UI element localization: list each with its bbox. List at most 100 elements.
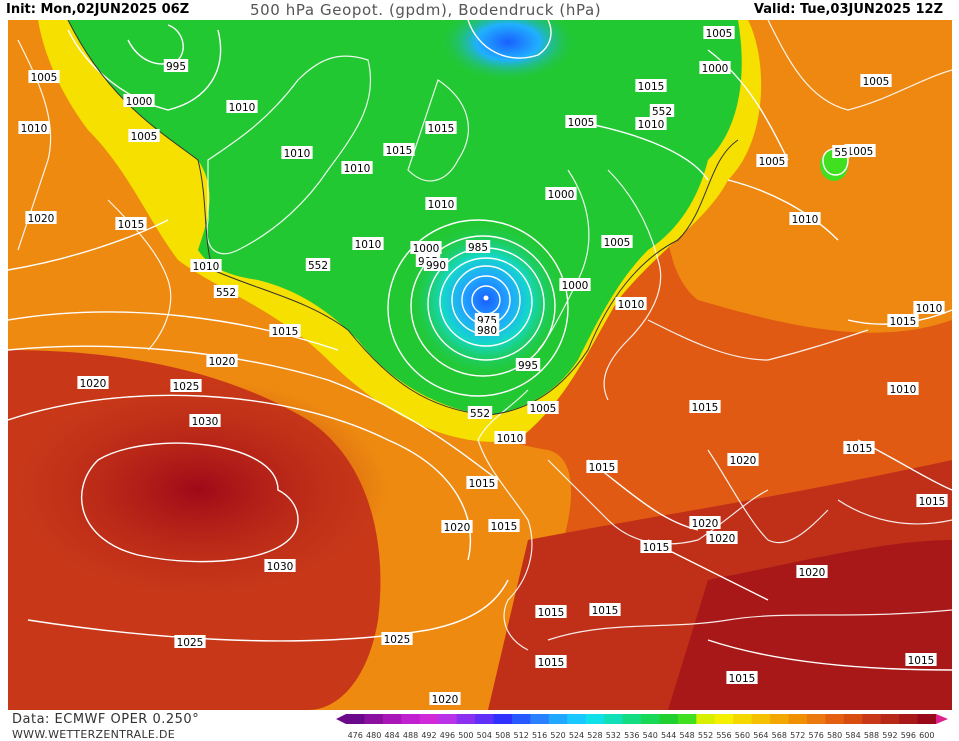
isobar-label: 1015 [469, 478, 496, 490]
isobar-label: 1020 [692, 518, 719, 530]
scale-tick-label: 580 [827, 731, 842, 740]
isobar-label-bg [887, 382, 919, 395]
scale-swatch [733, 714, 753, 724]
scale-tick-label: 540 [643, 731, 658, 740]
isobar-label: 1020 [28, 213, 55, 225]
isobar-label: 1005 [530, 403, 557, 415]
isobar-label: 1000 [562, 280, 589, 292]
scale-tick-label: 500 [458, 731, 473, 740]
contour-552-label-bg [305, 258, 331, 271]
isobar-label-bg [615, 297, 647, 310]
scale-swatch [548, 714, 568, 724]
isobar-label-bg [913, 301, 945, 314]
scale-swatch [622, 714, 642, 724]
scale-swatch [364, 714, 384, 724]
scale-swatch [825, 714, 845, 724]
init-time: Init: Mon,02JUN2025 06Z [6, 2, 190, 17]
scale-tick-label: 584 [845, 731, 860, 740]
scale-tick-label: 560 [735, 731, 750, 740]
scale-swatch [401, 714, 421, 724]
isobar-label-bg [916, 494, 948, 507]
isobar-label-bg [25, 211, 57, 224]
scale-swatch [806, 714, 826, 724]
isobar-label: 1025 [173, 381, 200, 393]
field-arctic-core [438, 20, 578, 82]
scale-swatch [604, 714, 624, 724]
isobar-label: 1015 [919, 496, 946, 508]
isobar-label-bg [423, 258, 449, 271]
scale-swatch [899, 714, 919, 724]
isobar-label-bg [726, 671, 758, 684]
isobar-label-bg [281, 146, 313, 159]
isobar-label-bg [269, 324, 301, 337]
isobar-label-bg [844, 144, 876, 157]
isobar-label-bg [706, 531, 738, 544]
isobar-label-bg [429, 692, 461, 705]
isobar-label: 980 [477, 325, 497, 337]
scale-swatch [438, 714, 458, 724]
isobar-label: 1010 [428, 199, 455, 211]
scale-swatch [493, 714, 513, 724]
scale-tick-label: 520 [550, 731, 565, 740]
isobar-label-bg [905, 653, 937, 666]
scale-swatch [456, 714, 476, 724]
contour-552-label: 552 [216, 287, 236, 299]
isobar-label: 1005 [759, 156, 786, 168]
isobar-label: 1015 [538, 657, 565, 669]
isobar-label-bg [381, 632, 413, 645]
isobar-label-bg [703, 26, 735, 39]
isobar-label: 1015 [272, 326, 299, 338]
isobar-label: 1005 [131, 131, 158, 143]
scale-tick-label: 480 [366, 731, 381, 740]
scale-tick-label: 528 [587, 731, 602, 740]
isobar-label-bg [689, 400, 721, 413]
scale-swatch [770, 714, 789, 724]
contour-552-label: 552 [308, 260, 328, 272]
isobar-label-bg [123, 94, 155, 107]
isobar-label-bg [589, 603, 621, 616]
isobar-label: 995 [166, 61, 186, 73]
isobar-label: 1015 [908, 655, 935, 667]
isobars [8, 20, 952, 671]
isobar-label-bg [341, 161, 373, 174]
isobar-label: 1015 [428, 123, 455, 135]
isobar-label-bg [565, 115, 597, 128]
isobar-label: 1010 [638, 119, 665, 131]
isobar-label: 1010 [916, 303, 943, 315]
scale-tick-label: 568 [772, 731, 787, 740]
valid-time: Valid: Tue,03JUN2025 12Z [753, 2, 943, 17]
scale-tick-label: 504 [477, 731, 492, 740]
isobar-label: 1010 [284, 148, 311, 160]
isobar-label: 1000 [702, 63, 729, 75]
isobar-label: 1010 [792, 214, 819, 226]
scale-tick-label: 524 [569, 731, 584, 740]
isobar-label: 1015 [729, 673, 756, 685]
color-scale-legend: 476 480 484 488 492 496 500 504 508 512 516 520 524 5… [336, 714, 948, 740]
isobar-label: 1030 [192, 416, 219, 428]
isobar-label: 1015 [890, 316, 917, 328]
scale-tick-label: 592 [882, 731, 897, 740]
isobar-label-bg [466, 476, 498, 489]
isobar-label: 1025 [177, 637, 204, 649]
isobar-label: 1005 [706, 28, 733, 40]
isobar-label-bg [535, 655, 567, 668]
isobar-label: 1005 [863, 76, 890, 88]
scale-tick-label: 552 [698, 731, 713, 740]
isobar-label: 1015 [118, 219, 145, 231]
isobar-label: 1010 [355, 239, 382, 251]
scale-swatch [788, 714, 808, 724]
isobar-label-bg [410, 241, 442, 254]
scale-tick-label: 588 [864, 731, 879, 740]
scale-swatch [567, 714, 587, 724]
scale-tick-label: 532 [606, 731, 621, 740]
scale-swatch [419, 714, 439, 724]
isobar-label-bg [586, 460, 618, 473]
contour-552 [67, 20, 739, 416]
isobar-label: 1015 [538, 607, 565, 619]
scale-tick-label: 516 [532, 731, 547, 740]
low-centres [483, 295, 489, 301]
isobar-label-bg [425, 197, 457, 210]
field-darkred-south [668, 540, 952, 710]
isobar-label-bg [383, 143, 415, 156]
